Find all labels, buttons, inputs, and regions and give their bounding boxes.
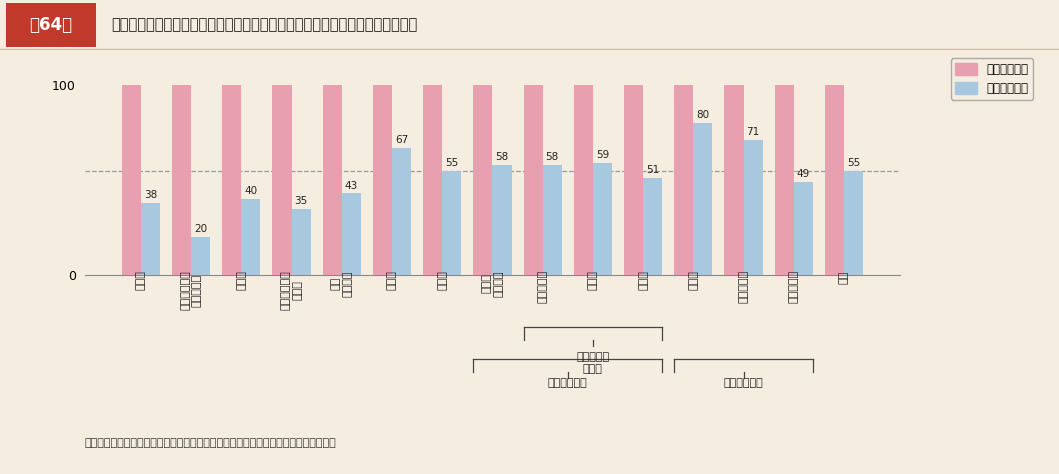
Bar [624, 85, 643, 275]
Bar [825, 85, 844, 275]
Bar [593, 163, 612, 275]
Bar [844, 171, 863, 275]
Bar [272, 85, 291, 275]
Text: 55: 55 [445, 158, 459, 168]
Text: 公園費: 公園費 [639, 270, 648, 290]
Bar [643, 178, 662, 275]
Text: 40: 40 [245, 186, 257, 196]
Bar [443, 171, 462, 275]
Text: 49: 49 [796, 169, 810, 179]
Text: 衛生費: 衛生費 [236, 270, 247, 290]
Text: 80: 80 [697, 110, 710, 120]
Text: 58: 58 [545, 152, 559, 162]
Text: 合計: 合計 [839, 270, 849, 283]
Text: 都市計画費
のうち: 都市計画費 のうち [576, 353, 609, 374]
Bar [523, 85, 542, 275]
Bar [342, 193, 361, 275]
Bar [574, 85, 593, 275]
Bar [191, 237, 210, 275]
Bar [222, 85, 241, 275]
Text: 教育費のうち: 教育費のうち [723, 378, 764, 388]
Text: 第64図: 第64図 [30, 16, 72, 34]
Bar [241, 199, 261, 275]
Text: 35: 35 [294, 196, 308, 206]
Text: （注）　数値は、各項目の平成１１年度の数値を１００として算出した指数である。: （注） 数値は、各項目の平成１１年度の数値を１００として算出した指数である。 [85, 438, 337, 448]
Text: 67: 67 [395, 135, 408, 145]
Text: 民生費: 民生費 [136, 270, 146, 290]
Text: 街路費: 街路費 [588, 270, 598, 290]
Bar [542, 165, 561, 275]
Text: 都市計画費: 都市計画費 [538, 270, 548, 303]
Text: 高等学校費: 高等学校費 [738, 270, 749, 303]
Bar [724, 85, 743, 275]
Bar [424, 85, 443, 275]
Bar [122, 85, 141, 275]
Bar [473, 85, 492, 275]
Text: 20: 20 [194, 224, 208, 234]
Text: 51: 51 [646, 165, 660, 175]
Text: 社会教育費: 社会教育費 [789, 270, 798, 303]
Text: 59: 59 [596, 150, 609, 160]
Text: 58: 58 [496, 152, 508, 162]
Bar [794, 182, 813, 275]
Legend: 平成１１年度, 平成２１年度: 平成１１年度, 平成２１年度 [951, 58, 1033, 100]
Text: 普通建設事業費の目的別内訳の状況（平成１１年度と平成２１年度との比較）: 普通建設事業費の目的別内訳の状況（平成１１年度と平成２１年度との比較） [111, 18, 417, 32]
Text: 教育費: 教育費 [688, 270, 698, 290]
Bar [775, 85, 794, 275]
FancyBboxPatch shape [6, 3, 96, 47]
Text: 農林
水産業費: 農林 水産業費 [331, 270, 353, 297]
Text: 38: 38 [144, 190, 157, 200]
Bar [323, 85, 342, 275]
Text: 衛生費のうち
清掃費: 衛生費のうち 清掃費 [281, 270, 302, 310]
Bar [373, 85, 392, 275]
Bar [492, 165, 511, 275]
Bar [141, 203, 160, 275]
Text: 民生費のうち
老人福祉費: 民生費のうち 老人福祉費 [180, 270, 202, 310]
Bar [675, 85, 694, 275]
Bar [172, 85, 191, 275]
Text: 土木費のうち: 土木費のうち [548, 378, 588, 388]
Bar [291, 209, 310, 275]
Text: 71: 71 [747, 128, 759, 137]
Text: 43: 43 [344, 181, 358, 191]
Bar [392, 148, 411, 275]
Text: 道路橋
りょう費: 道路橋 りょう費 [482, 270, 503, 297]
Text: 55: 55 [847, 158, 860, 168]
Text: 土木費: 土木費 [437, 270, 447, 290]
Bar [743, 140, 762, 275]
Bar [694, 123, 713, 275]
Text: 商工費: 商工費 [387, 270, 397, 290]
